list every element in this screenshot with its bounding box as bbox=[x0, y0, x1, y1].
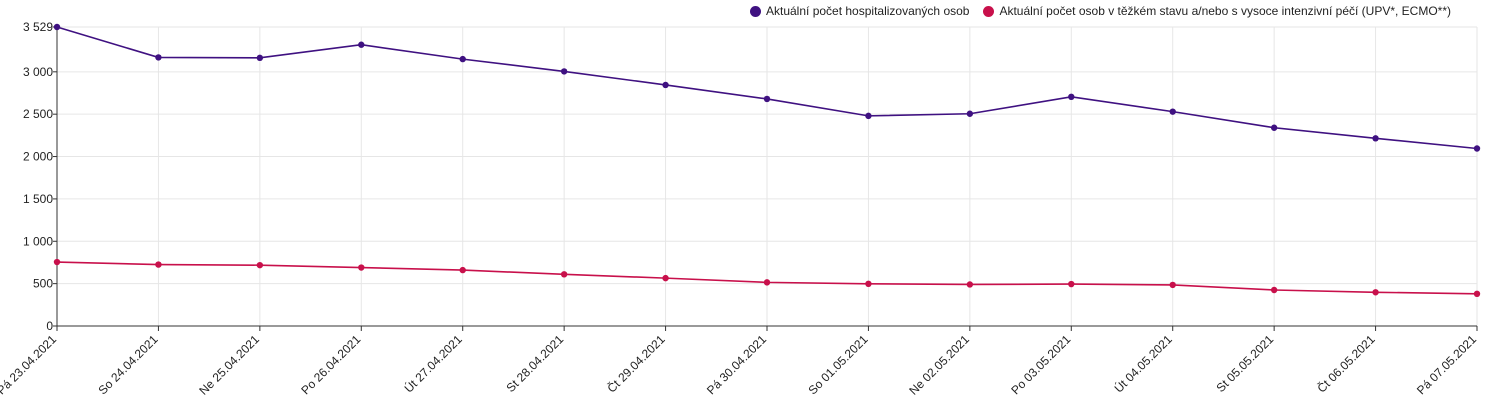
x-tick-label: Čt 06.05.2021 bbox=[1314, 331, 1378, 395]
y-tick-label: 0 bbox=[46, 319, 53, 333]
y-tick-label: 1 500 bbox=[23, 192, 53, 206]
x-tick-label: Ne 02.05.2021 bbox=[906, 332, 972, 398]
x-tick-label: Út 04.05.2021 bbox=[1111, 331, 1175, 395]
x-tick-label: Pá 23.04.2021 bbox=[0, 332, 59, 397]
data-point-series-0[interactable] bbox=[1169, 108, 1176, 115]
y-tick-label: 3 529 bbox=[23, 20, 53, 34]
x-tick-label: Čt 29.04.2021 bbox=[604, 331, 668, 395]
data-point-series-1[interactable] bbox=[966, 281, 974, 288]
data-point-series-0[interactable] bbox=[865, 112, 872, 120]
data-point-series-1[interactable] bbox=[256, 261, 264, 269]
x-tick-label: Ne 25.04.2021 bbox=[196, 332, 262, 398]
y-tick-label: 500 bbox=[33, 277, 53, 291]
data-point-series-1[interactable] bbox=[459, 266, 466, 274]
data-point-series-1[interactable] bbox=[53, 258, 61, 266]
y-tick-label: 3 000 bbox=[23, 65, 53, 79]
y-tick-label: 2 500 bbox=[23, 107, 53, 121]
legend-item-severe[interactable]: Aktuální počet osob v těžkém stavu a/neb… bbox=[983, 4, 1451, 18]
data-point-series-1[interactable] bbox=[1169, 281, 1176, 289]
data-point-series-0[interactable] bbox=[53, 23, 61, 31]
data-point-series-0[interactable] bbox=[966, 110, 974, 117]
data-point-series-1[interactable] bbox=[763, 279, 771, 286]
data-point-series-0[interactable] bbox=[256, 54, 264, 62]
data-point-series-1[interactable] bbox=[1068, 280, 1075, 288]
data-point-series-0[interactable] bbox=[1473, 145, 1481, 152]
x-tick-label: Pá 30.04.2021 bbox=[704, 332, 769, 397]
data-point-series-0[interactable] bbox=[763, 95, 771, 103]
x-tick-label: St 28.04.2021 bbox=[504, 332, 567, 395]
data-point-series-0[interactable] bbox=[662, 81, 669, 89]
legend-label-hospitalized: Aktuální počet hospitalizovaných osob bbox=[766, 4, 970, 18]
legend-label-severe: Aktuální počet osob v těžkém stavu a/neb… bbox=[999, 4, 1452, 18]
data-point-series-1[interactable] bbox=[1473, 290, 1481, 298]
legend-item-hospitalized[interactable]: Aktuální počet hospitalizovaných osob bbox=[750, 4, 969, 18]
y-tick-label: 2 000 bbox=[23, 150, 53, 164]
data-point-series-0[interactable] bbox=[1372, 135, 1379, 142]
legend-marker-severe bbox=[983, 5, 995, 17]
data-point-series-1[interactable] bbox=[1372, 289, 1379, 296]
x-tick-label: Po 26.04.2021 bbox=[298, 332, 363, 397]
x-tick-label: Po 03.05.2021 bbox=[1008, 332, 1073, 397]
data-point-series-0[interactable] bbox=[560, 68, 568, 75]
data-point-series-0[interactable] bbox=[459, 55, 466, 63]
data-point-series-0[interactable] bbox=[155, 54, 162, 61]
x-tick-label: So 24.04.2021 bbox=[95, 332, 160, 397]
x-tick-label: St 05.05.2021 bbox=[1214, 332, 1277, 395]
data-point-series-0[interactable] bbox=[358, 41, 365, 48]
data-point-series-0[interactable] bbox=[1068, 93, 1075, 101]
data-point-series-1[interactable] bbox=[1270, 286, 1278, 294]
data-point-series-1[interactable] bbox=[662, 274, 669, 282]
data-point-series-1[interactable] bbox=[560, 271, 568, 278]
data-point-series-1[interactable] bbox=[358, 264, 365, 271]
data-point-series-1[interactable] bbox=[865, 280, 872, 288]
x-tick-label: So 01.05.2021 bbox=[805, 332, 870, 397]
legend: Aktuální počet hospitalizovaných osob Ak… bbox=[750, 4, 1465, 18]
y-tick-label: 1 000 bbox=[23, 234, 53, 248]
data-point-series-1[interactable] bbox=[155, 261, 162, 268]
x-tick-label: Út 27.04.2021 bbox=[401, 331, 465, 395]
data-point-series-0[interactable] bbox=[1270, 124, 1278, 131]
legend-marker-hospitalized bbox=[750, 5, 761, 17]
x-tick-label: Pá 07.05.2021 bbox=[1414, 332, 1479, 397]
